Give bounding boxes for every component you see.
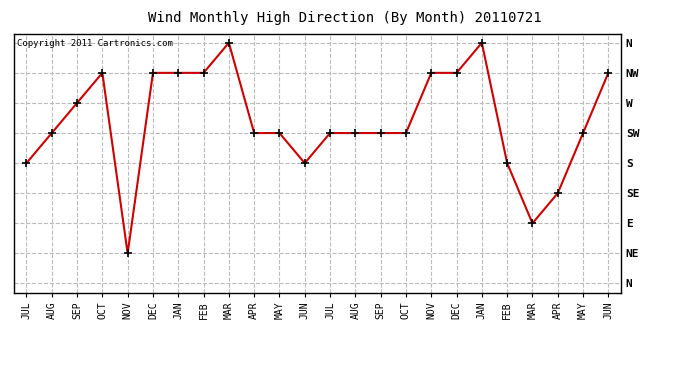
Text: Wind Monthly High Direction (By Month) 20110721: Wind Monthly High Direction (By Month) 2… [148,11,542,25]
Text: Copyright 2011 Cartronics.com: Copyright 2011 Cartronics.com [17,39,172,48]
